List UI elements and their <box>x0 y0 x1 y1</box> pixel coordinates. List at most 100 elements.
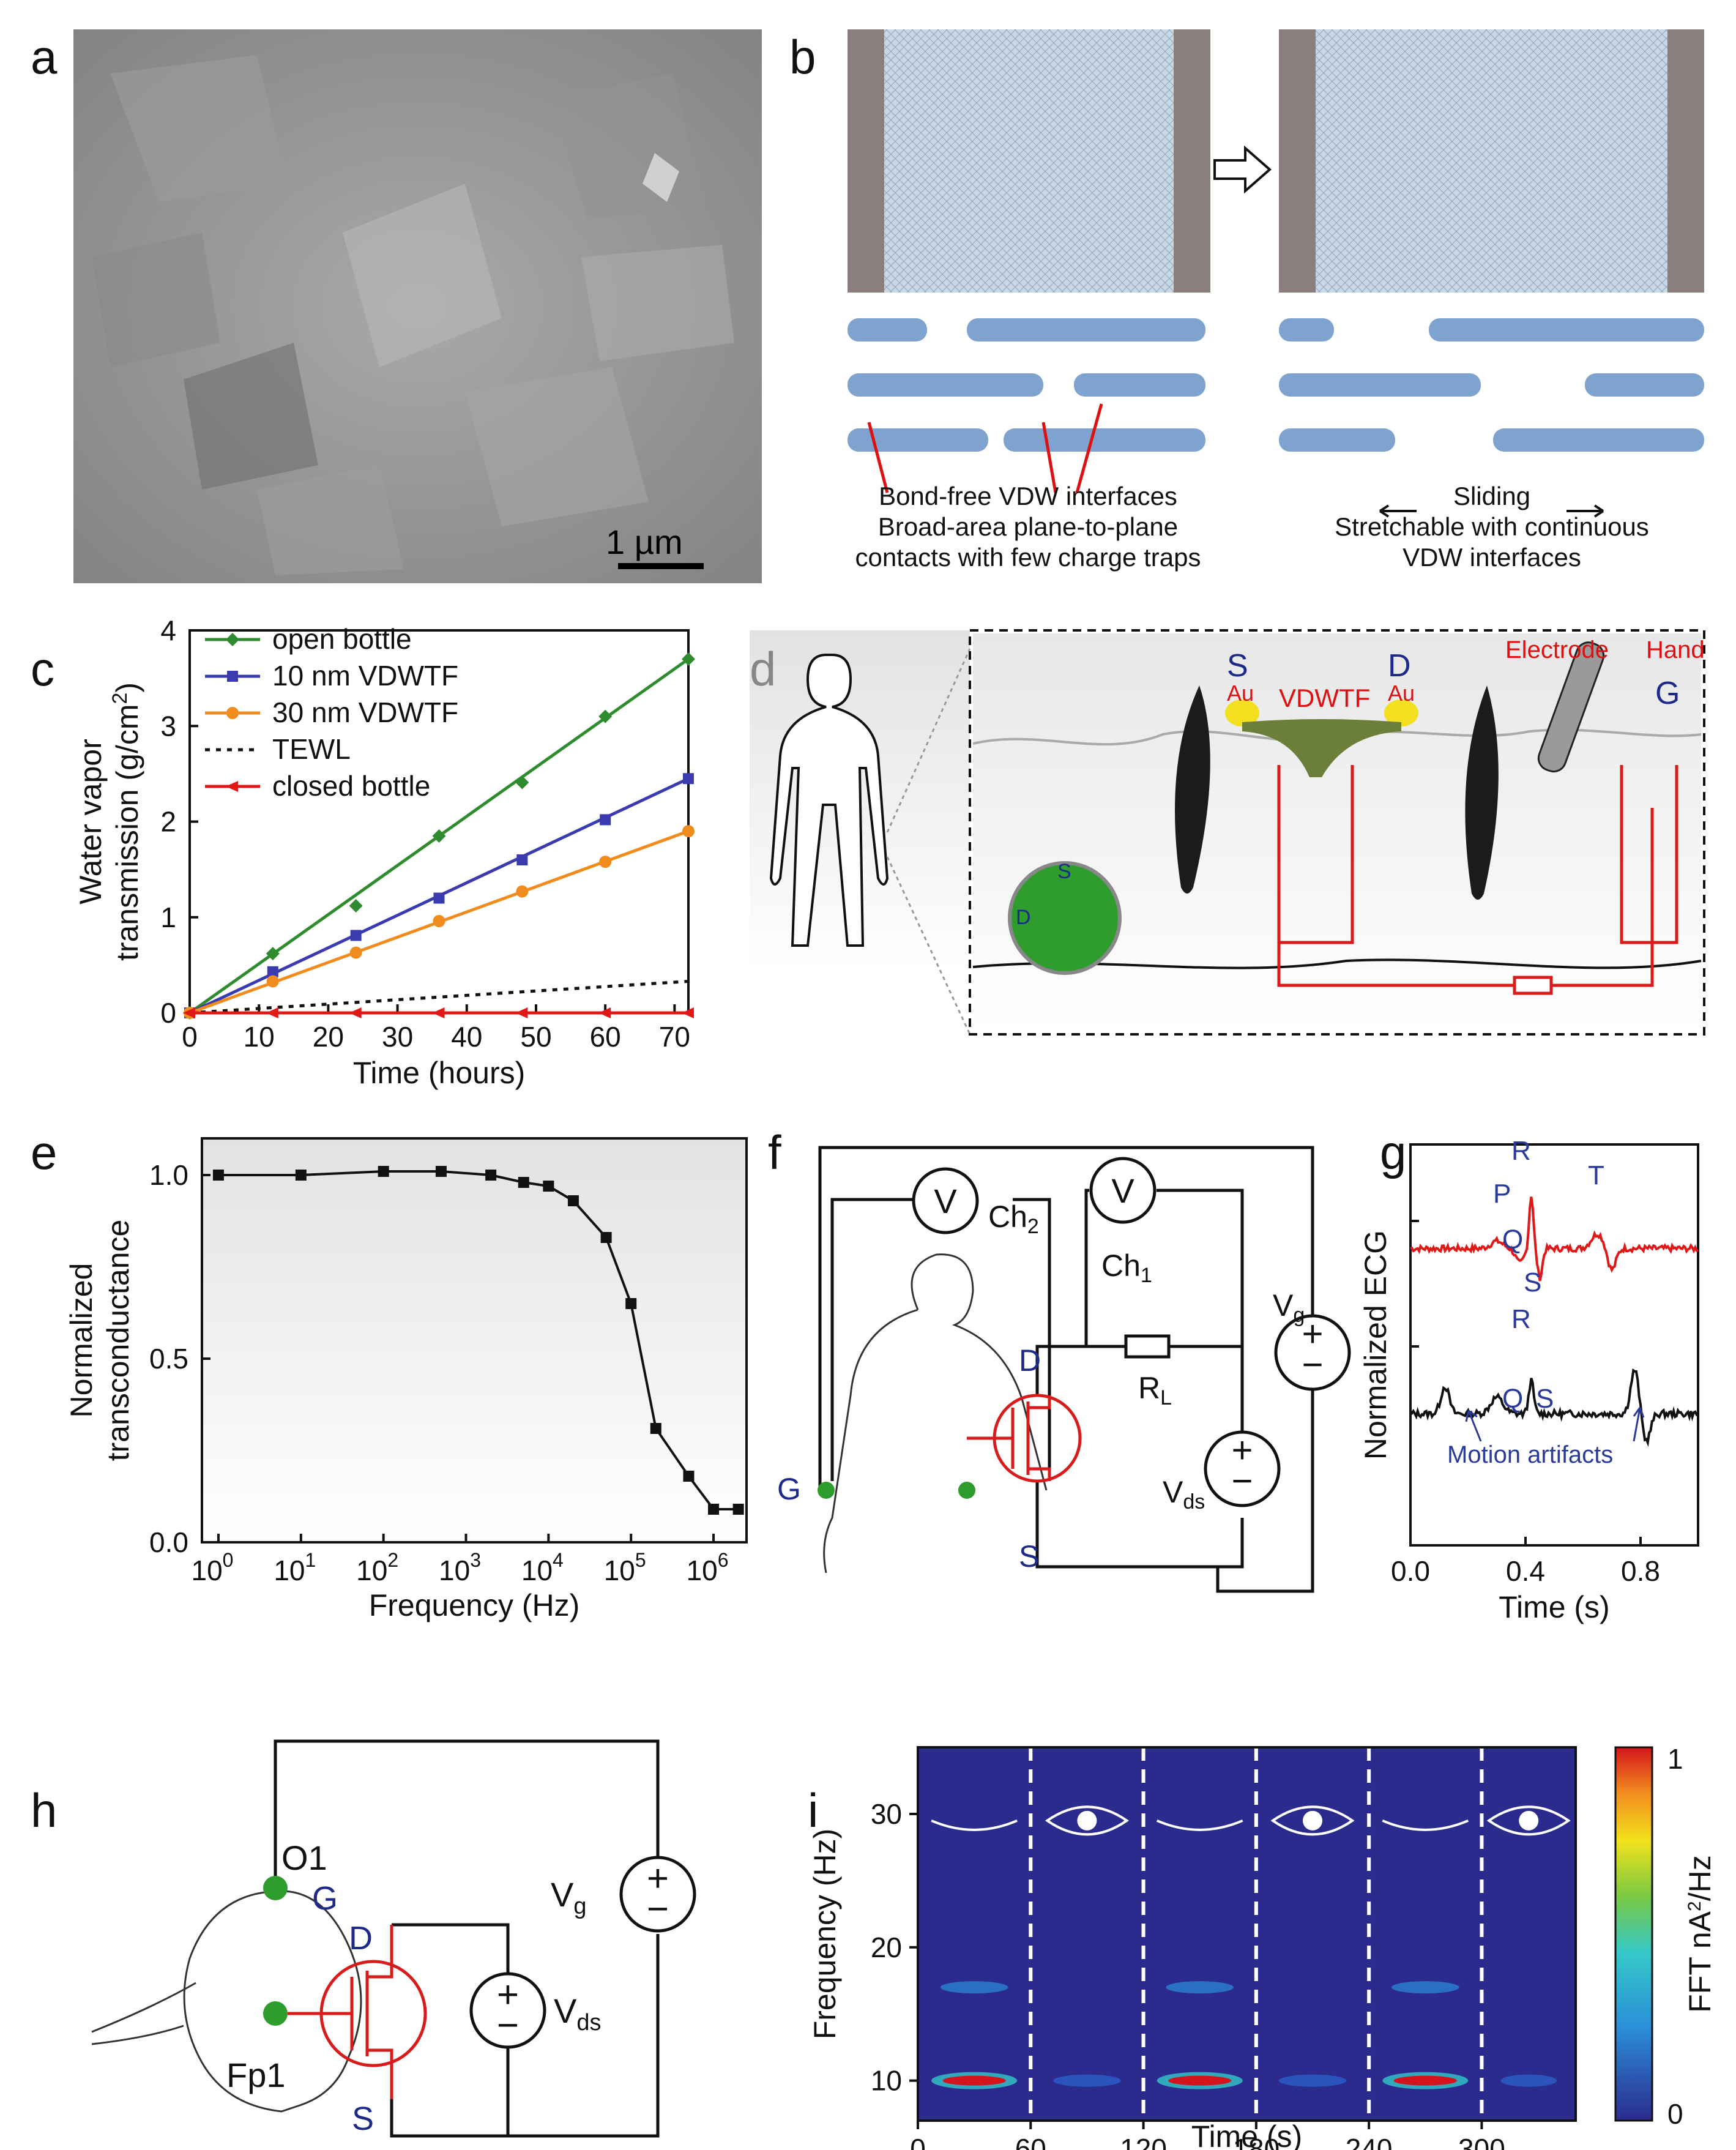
vg-label: Vg <box>1273 1288 1305 1327</box>
y-tick-label: 20 <box>871 1932 902 1963</box>
mosfet-symbol-f <box>967 1394 1082 1483</box>
x-axis-label: Time (hours) <box>353 1056 526 1090</box>
voltmeter-1-label: V <box>1111 1171 1134 1210</box>
data-point <box>600 814 611 826</box>
data-point <box>212 1170 224 1181</box>
panel-label-b: b <box>789 30 816 84</box>
gate-electrode-dot <box>818 1482 835 1499</box>
vds-minus: − <box>1231 1460 1253 1501</box>
zoom-lines <box>886 648 971 1035</box>
circuit-f <box>818 1146 1351 1593</box>
vg-label-h: Vg <box>551 1875 587 1919</box>
x-tick-label: 106 <box>687 1549 729 1586</box>
legend-entry: TEWL <box>205 733 351 765</box>
tick-base: 10 <box>604 1555 635 1586</box>
series-10-nm-VDWTF <box>184 773 694 1018</box>
ch2-label: Ch2 <box>988 1200 1039 1238</box>
graphene-film-stretched <box>1279 29 1704 293</box>
x-tick-label: 30 <box>382 1021 413 1053</box>
rl-label: RL <box>1138 1371 1172 1409</box>
data-point <box>435 1166 447 1177</box>
x-tick-label: 60 <box>590 1021 621 1053</box>
data-point <box>349 899 363 913</box>
open-eye-icon <box>1270 1805 1355 1836</box>
data-point <box>683 1471 695 1482</box>
vds-minus-h: − <box>497 2004 519 2047</box>
data-point <box>350 930 362 941</box>
vds-label-h: Vds <box>554 1991 602 2036</box>
x-tick-label: 0.4 <box>1506 1555 1545 1587</box>
spectrogram-background <box>918 1747 1576 2121</box>
label-g-f: G <box>777 1472 801 1506</box>
legend-entry: closed bottle <box>205 770 430 802</box>
o1-electrode <box>263 1876 288 1900</box>
panel-label-h: h <box>31 1783 57 1837</box>
colorbar-label: FFT nA2/Hz <box>1683 1855 1717 2012</box>
tick-base: 10 <box>274 1555 305 1586</box>
ecg-annotation-S2: S <box>1536 1384 1554 1414</box>
colorbar-max: 1 <box>1667 1743 1683 1775</box>
x-tick-label: 0 <box>910 2133 926 2150</box>
ecg-annotation-Q2: Q <box>1502 1384 1523 1414</box>
legend-entry: 10 nm VDWTF <box>205 660 458 692</box>
vg-minus-h: − <box>647 1888 669 1930</box>
caption-stretchable: Stretchable with continuous <box>1335 512 1649 541</box>
x-tick-label: 20 <box>313 1021 344 1053</box>
background-activity <box>1500 2074 1557 2087</box>
graphene-film-before <box>848 29 1210 293</box>
data-point <box>600 1232 612 1243</box>
x-tick-label: 0.0 <box>1391 1555 1430 1587</box>
data-point <box>625 1298 637 1309</box>
data-point <box>543 1181 554 1192</box>
data-point <box>432 1007 445 1018</box>
y-tick-label: 4 <box>160 614 176 646</box>
y-tick-label: 2 <box>160 806 176 838</box>
y-tick-label: 0 <box>160 997 176 1029</box>
vds-label: Vds <box>1163 1475 1205 1514</box>
x-tick-label: 40 <box>451 1021 482 1053</box>
legend-label: closed bottle <box>272 770 430 802</box>
y-axis-label-2: transmission (g/cm2) <box>108 682 144 961</box>
data-point <box>516 854 528 865</box>
tick-exp: 6 <box>718 1549 729 1571</box>
ecg-annotation-Q1: Q <box>1502 1225 1523 1255</box>
vg-plus-h: + <box>647 1857 669 1900</box>
data-point <box>682 1007 694 1018</box>
y-axis-label-1: Water vapor <box>73 739 108 904</box>
fp1-electrode <box>263 2001 288 2026</box>
plot-frame <box>917 1746 1577 2122</box>
data-point <box>515 775 529 789</box>
data-point <box>516 885 529 898</box>
tick-exp: 3 <box>470 1549 481 1571</box>
label-s-f: S <box>1019 1539 1039 1573</box>
caption-few-traps: contacts with few charge traps <box>855 543 1201 572</box>
colorbar-label-text: FFT nA <box>1683 1911 1717 2012</box>
x-tick-label: 70 <box>659 1021 690 1053</box>
vg-plus: + <box>1302 1313 1323 1354</box>
skin-inset <box>972 633 1702 1031</box>
ecg-annotation-R2: R <box>1511 1304 1531 1334</box>
x-axis-label: Time (s) <box>1191 2119 1302 2150</box>
legend-label: open bottle <box>272 623 412 655</box>
tick-base: 10 <box>356 1555 387 1586</box>
y-axis-label-end: ) <box>110 682 144 693</box>
y-tick-label: 3 <box>160 710 176 742</box>
open-eye-pupil <box>1519 1810 1539 1831</box>
legend-label: 10 nm VDWTF <box>272 660 458 692</box>
data-point <box>349 1007 362 1018</box>
data-point <box>433 892 445 904</box>
data-point <box>682 652 695 666</box>
closed-eye-icon <box>1382 1819 1469 1831</box>
panel-label-c: c <box>31 642 54 696</box>
data-point <box>567 1195 579 1206</box>
tick-base: 10 <box>521 1555 553 1586</box>
hand-electrode-rod <box>1537 641 1605 773</box>
hair-left <box>1175 685 1210 894</box>
label-d-h: D <box>349 1920 373 1957</box>
series-line <box>218 1170 739 1510</box>
human-silhouette <box>769 654 889 947</box>
caption-bond-free: Bond-free VDW interfaces <box>879 482 1177 510</box>
plot-background <box>202 1138 747 1542</box>
chart-c: 0 10 20 30 40 50 60 70 0 1 2 3 4 Time (hours) Water va… <box>73 614 695 1090</box>
label-fp1: Fp1 <box>226 2056 286 2094</box>
